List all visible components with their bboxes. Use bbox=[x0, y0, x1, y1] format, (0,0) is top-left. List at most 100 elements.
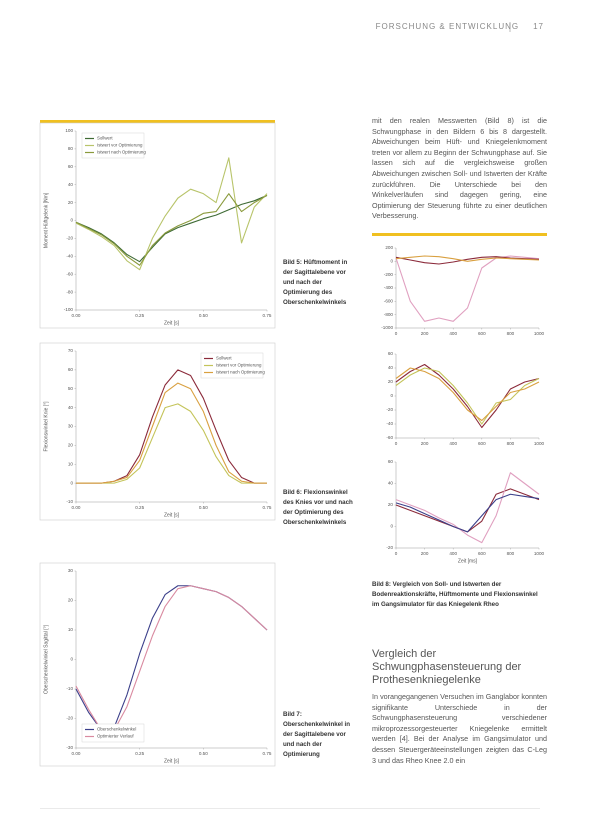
y-tick-label: -400 bbox=[384, 285, 394, 290]
y-tick-label: 40 bbox=[68, 405, 74, 410]
caption: Bild 8: Vergleich von Soll- und Istwerte… bbox=[372, 580, 544, 610]
x-tick-label: 400 bbox=[449, 551, 457, 556]
y-tick-label: 0 bbox=[70, 480, 73, 485]
series-line bbox=[75, 157, 268, 271]
y-tick-label: 0 bbox=[390, 524, 393, 529]
x-tick-label: 800 bbox=[507, 551, 515, 556]
y-tick-label: -20 bbox=[386, 407, 393, 412]
page-number: 17 bbox=[533, 22, 544, 31]
caption-label: Bild 7: bbox=[283, 711, 302, 718]
x-tick-label: 200 bbox=[421, 331, 429, 336]
x-tick-label: 1000 bbox=[534, 441, 545, 446]
x-tick-label: 600 bbox=[478, 331, 486, 336]
section-heading: Vergleich der Schwungphasensteuerung der… bbox=[372, 648, 522, 686]
x-tick-label: 0.00 bbox=[72, 505, 81, 510]
x-tick-label: 0 bbox=[395, 441, 398, 446]
series-line bbox=[395, 255, 540, 322]
y-tick-label: 0 bbox=[70, 218, 73, 223]
y-tick-label: 0 bbox=[390, 259, 393, 264]
y-tick-label: 60 bbox=[68, 164, 74, 169]
y-tick-label: -20 bbox=[386, 545, 393, 550]
caption: Bild 5: Hüftmoment in der Sagittalebene … bbox=[283, 258, 355, 308]
legend-label: Sollwert bbox=[97, 136, 113, 141]
x-tick-label: 400 bbox=[449, 331, 457, 336]
legend-label: Istwert vor Optimierung bbox=[216, 363, 262, 368]
legend-label: Istwert nach Optimierung bbox=[216, 370, 265, 375]
series-line bbox=[395, 493, 540, 533]
x-tick-label: 1000 bbox=[534, 551, 545, 556]
x-tick-label: 0.50 bbox=[199, 313, 208, 318]
header-section: FORSCHUNG & ENTWICKLUNG bbox=[375, 22, 520, 31]
yellow-rule bbox=[372, 233, 547, 236]
y-axis-label: Flexionswinkel Knie [°] bbox=[43, 401, 49, 452]
series-line bbox=[75, 585, 268, 731]
footer-rule bbox=[40, 808, 540, 809]
y-tick-label: 40 bbox=[388, 365, 394, 370]
y-tick-label: -10 bbox=[66, 686, 73, 691]
y-tick-label: 60 bbox=[68, 367, 74, 372]
caption-text: Flexionswinkel des Knies vor und nach de… bbox=[283, 489, 353, 526]
y-tick-label: 20 bbox=[68, 443, 74, 448]
x-tick-label: 800 bbox=[507, 331, 515, 336]
y-axis-label: Moment Hüftgelenk [Nm] bbox=[43, 192, 49, 248]
x-axis-label: Zeit [s] bbox=[164, 512, 180, 518]
x-tick-label: 800 bbox=[507, 441, 515, 446]
y-tick-label: 10 bbox=[68, 461, 74, 466]
y-tick-label: -20 bbox=[66, 716, 73, 721]
y-tick-label: 20 bbox=[388, 502, 394, 507]
x-tick-label: 0.75 bbox=[263, 751, 272, 756]
x-tick-label: 0.25 bbox=[135, 505, 144, 510]
x-tick-label: 0.50 bbox=[199, 505, 208, 510]
y-tick-label: -30 bbox=[66, 745, 73, 750]
x-tick-label: 0 bbox=[395, 551, 398, 556]
x-tick-label: 0.75 bbox=[263, 505, 272, 510]
series-line bbox=[76, 382, 267, 484]
x-tick-label: 400 bbox=[449, 441, 457, 446]
series-line bbox=[75, 193, 268, 266]
y-tick-label: 60 bbox=[388, 459, 394, 464]
y-tick-label: 30 bbox=[68, 424, 74, 429]
caption-label: Bild 5: bbox=[283, 259, 302, 266]
y-tick-label: 100 bbox=[65, 128, 73, 133]
chart-frame bbox=[39, 122, 276, 329]
y-tick-label: -60 bbox=[386, 435, 393, 440]
x-tick-label: 1000 bbox=[534, 331, 545, 336]
x-axis-label: Zeit [s] bbox=[164, 320, 180, 326]
series-line bbox=[76, 369, 267, 484]
y-tick-label: 20 bbox=[68, 200, 74, 205]
series-line bbox=[76, 403, 267, 484]
legend-label: Sollwert bbox=[216, 356, 232, 361]
x-tick-label: 200 bbox=[421, 441, 429, 446]
intro-text: mit den realen Messwerten (Bild 8) ist d… bbox=[372, 116, 547, 221]
y-tick-label: 10 bbox=[68, 627, 74, 632]
y-tick-label: 20 bbox=[68, 598, 74, 603]
caption-label: Bild 6: bbox=[283, 489, 302, 496]
x-tick-label: 600 bbox=[478, 551, 486, 556]
caption-text: Oberschenkelwinkel in der Sagittalebene … bbox=[283, 721, 351, 758]
x-axis-label: Zeit [s] bbox=[164, 758, 180, 764]
y-tick-label: -200 bbox=[384, 272, 394, 277]
y-tick-label: 0 bbox=[390, 393, 393, 398]
series-line bbox=[395, 472, 540, 544]
body-text: In vorangegangenen Versuchen im Ganglabo… bbox=[372, 692, 547, 765]
x-tick-label: 200 bbox=[421, 551, 429, 556]
y-tick-label: -600 bbox=[384, 299, 394, 304]
y-tick-label: 70 bbox=[68, 348, 74, 353]
series-line bbox=[75, 194, 268, 263]
y-tick-label: -800 bbox=[384, 312, 394, 317]
caption-text: Vergleich von Soll- und Istwerten der Bo… bbox=[372, 581, 538, 608]
y-tick-label: -40 bbox=[386, 421, 393, 426]
legend-label: Oberschenkelwinkel bbox=[97, 727, 136, 732]
legend-label: Istwert vor Optimierung bbox=[97, 143, 143, 148]
header: FORSCHUNG & ENTWICKLUNG 17 bbox=[376, 22, 544, 31]
series-line bbox=[75, 585, 268, 731]
caption-label: Bild 8: bbox=[372, 581, 391, 588]
x-tick-label: 0.75 bbox=[263, 313, 272, 318]
legend-box bbox=[81, 723, 145, 743]
chart-frame bbox=[39, 562, 276, 767]
y-tick-label: 30 bbox=[68, 568, 74, 573]
series-line bbox=[395, 367, 540, 422]
y-tick-label: 0 bbox=[70, 657, 73, 662]
